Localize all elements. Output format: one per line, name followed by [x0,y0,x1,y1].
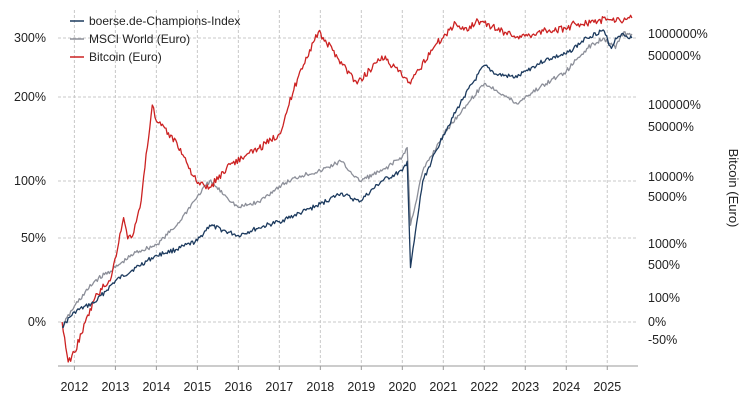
x-axis-ticks: 2012 2013 2014 2015 2016 2017 2018 2019 2020 2021… [60,366,621,394]
left-tick-label: 0% [28,315,46,329]
right-tick-label: 100000% [648,98,701,112]
x-tick-label: 2017 [265,380,293,394]
x-tick-label: 2025 [593,380,621,394]
right-tick-label: 10000% [648,170,694,184]
x-tick-label: 2021 [429,380,457,394]
x-tick-label: 2024 [552,380,580,394]
left-tick-label: 200% [14,90,46,104]
legend-label: Bitcoin (Euro) [89,50,162,64]
right-tick-label: -50% [648,333,677,347]
right-tick-label: 500000% [648,49,701,63]
right-axis-ticks: 1000000% 500000% 100000% 50000% 10000% 5000% 1… [648,27,708,347]
grid [58,10,638,367]
right-tick-label: 500% [648,258,680,272]
x-tick-label: 2023 [511,380,539,394]
series-line [61,31,633,328]
x-tick-label: 2013 [101,380,129,394]
left-axis-ticks: 300% 200% 100% 50% 0% [14,31,46,329]
right-axis-label: Bitcoin (Euro) [726,149,741,228]
left-tick-label: 300% [14,31,46,45]
series-line [61,29,633,328]
series-lines [61,14,633,363]
left-tick-label: 50% [21,231,46,245]
x-tick-label: 2015 [183,380,211,394]
x-tick-label: 2018 [306,380,334,394]
right-tick-label: 1000% [648,237,687,251]
legend-label: boerse.de-Champions-Index [89,14,240,28]
x-tick-label: 2020 [388,380,416,394]
right-tick-label: 0% [648,315,666,329]
series-line [61,14,633,363]
right-tick-label: 50000% [648,120,694,134]
legend-label: MSCI World (Euro) [89,32,190,46]
legend: boerse.de-Champions-Index MSCI World (Eur… [70,14,240,64]
x-tick-label: 2022 [470,380,498,394]
left-tick-label: 100% [14,174,46,188]
x-tick-label: 2012 [60,380,88,394]
x-tick-label: 2019 [347,380,375,394]
x-tick-label: 2016 [224,380,252,394]
right-tick-label: 5000% [648,190,687,204]
right-tick-label: 100% [648,291,680,305]
right-tick-label: 1000000% [648,27,708,41]
x-tick-label: 2014 [142,380,170,394]
